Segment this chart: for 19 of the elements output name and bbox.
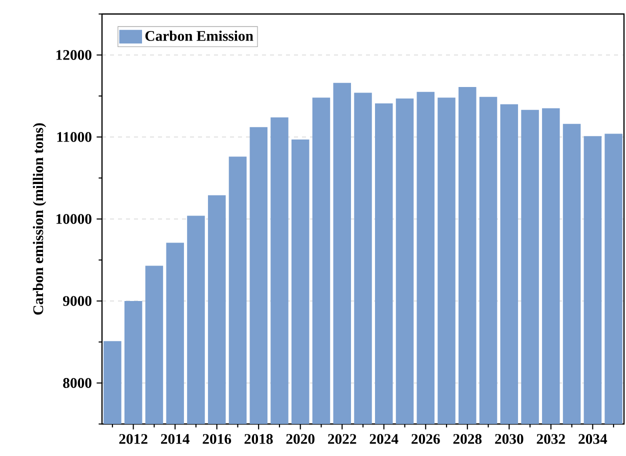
x-tick-label: 2034 <box>578 434 608 444</box>
x-tick-label: 2026 <box>412 434 440 444</box>
y-axis-title: Carbon emission (million tons) <box>32 123 46 315</box>
y-tick-label: 12000 <box>56 50 92 60</box>
y-tick-label: 9000 <box>63 296 92 306</box>
x-tick-label: 2020 <box>286 434 314 444</box>
x-tick-label: 2030 <box>495 434 524 444</box>
x-tick-label: 2018 <box>244 434 273 444</box>
y-tick-label: 11000 <box>57 132 92 142</box>
x-tick-label: 2028 <box>453 434 482 444</box>
x-tick-label: 2016 <box>202 434 232 444</box>
x-tick-label: 2014 <box>161 434 190 444</box>
x-tick-label: 2032 <box>536 434 565 444</box>
x-tick-label: 2012 <box>119 434 148 444</box>
x-tick-label: 2022 <box>328 434 356 444</box>
y-tick-label: 10000 <box>56 214 92 224</box>
y-tick-label: 8000 <box>63 378 92 388</box>
legend-label: Carbon Emission <box>145 30 254 41</box>
x-tick-label: 2024 <box>370 434 398 444</box>
